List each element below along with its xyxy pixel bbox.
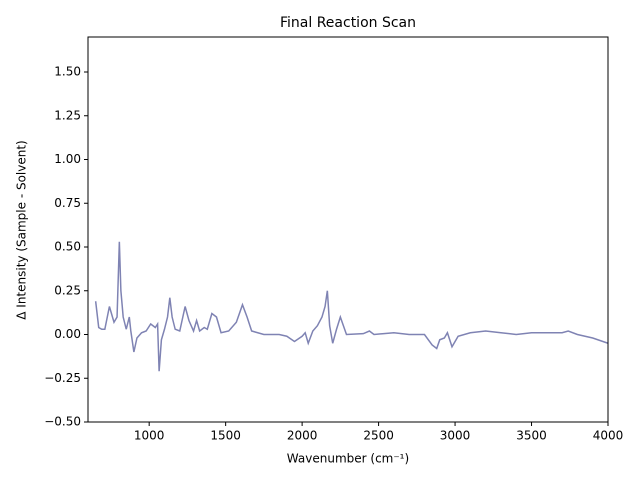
y-tick-label: 0.25 — [54, 283, 81, 297]
x-tick-label: 1000 — [134, 429, 165, 443]
x-tick-label: 2500 — [363, 429, 394, 443]
y-tick-label: 0.50 — [54, 240, 81, 254]
x-tick-label: 4000 — [593, 429, 624, 443]
y-axis-label: Δ Intensity (Sample - Solvent) — [15, 140, 29, 319]
y-tick-label: −0.50 — [44, 415, 81, 429]
data-line — [94, 241, 609, 372]
x-tick-label: 3500 — [516, 429, 547, 443]
x-tick-label: 1500 — [210, 429, 241, 443]
y-tick-label: 1.50 — [54, 65, 81, 79]
x-axis-label: Wavenumber (cm⁻¹) — [287, 452, 409, 466]
chart-title: Final Reaction Scan — [280, 15, 416, 31]
x-tick-label: 2000 — [287, 429, 318, 443]
plot-frame — [87, 36, 609, 423]
x-tick-label: 3000 — [440, 429, 471, 443]
y-tick-label: 0.00 — [54, 327, 81, 341]
y-tick-label: 1.25 — [54, 108, 81, 122]
y-tick-label: 1.00 — [54, 152, 81, 166]
y-tick-label: 0.75 — [54, 196, 81, 210]
y-tick-label: −0.25 — [44, 371, 81, 385]
